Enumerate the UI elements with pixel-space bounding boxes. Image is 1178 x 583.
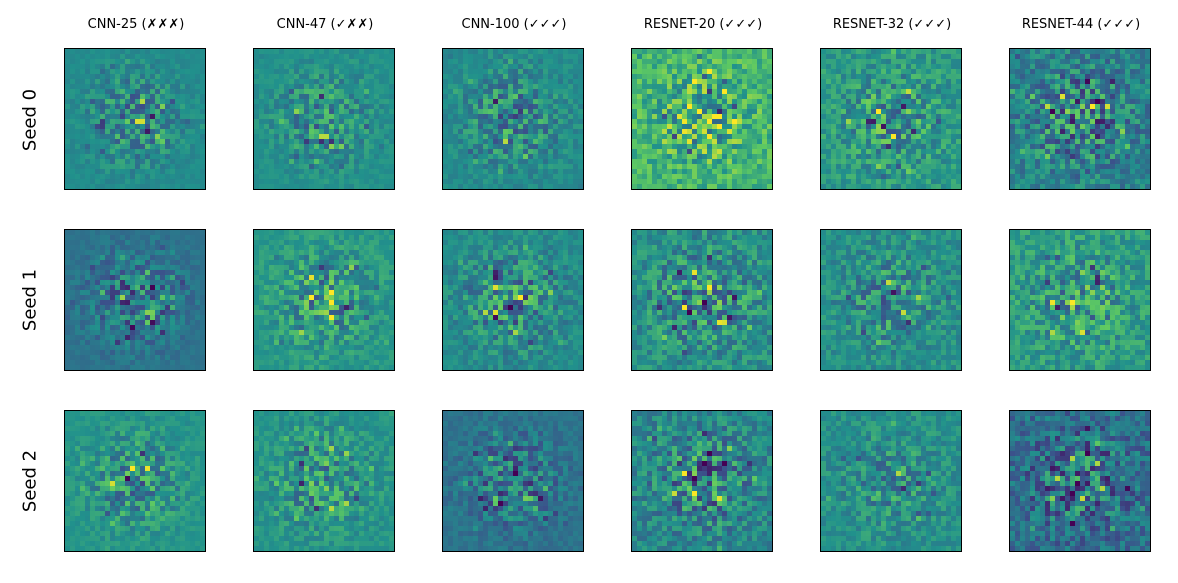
heatmap-panel bbox=[820, 410, 962, 552]
heatmap-panel bbox=[1009, 410, 1151, 552]
heatmap-panel bbox=[1009, 48, 1151, 190]
column-title-cnn-25: CNN-25 (✗✗✗) bbox=[87, 17, 185, 32]
heatmap-panel bbox=[64, 48, 206, 190]
column-title-resnet-44: RESNET-44 (✓✓✓) bbox=[1021, 17, 1141, 32]
heatmap-panel bbox=[1009, 229, 1151, 371]
heatmap-panel bbox=[253, 229, 395, 371]
heatmap-panel bbox=[64, 229, 206, 371]
heatmap-panel bbox=[442, 410, 584, 552]
heatmap-panel bbox=[631, 48, 773, 190]
column-title-resnet-32: RESNET-32 (✓✓✓) bbox=[832, 17, 952, 32]
heatmap-panel bbox=[442, 48, 584, 190]
row-label-seed-0: Seed 0 bbox=[19, 88, 41, 152]
column-title-cnn-47: CNN-47 (✓✗✗) bbox=[276, 17, 374, 32]
heatmap-panel bbox=[820, 48, 962, 190]
heatmap-panel bbox=[442, 229, 584, 371]
column-title-cnn-100: CNN-100 (✓✓✓) bbox=[461, 17, 567, 32]
heatmap-panel bbox=[631, 410, 773, 552]
row-label-seed-2: Seed 2 bbox=[19, 449, 41, 513]
heatmap-panel bbox=[64, 410, 206, 552]
column-title-resnet-20: RESNET-20 (✓✓✓) bbox=[643, 17, 763, 32]
heatmap-panel bbox=[820, 229, 962, 371]
heatmap-panel bbox=[253, 48, 395, 190]
heatmap-panel bbox=[253, 410, 395, 552]
row-label-seed-1: Seed 1 bbox=[19, 268, 41, 332]
heatmap-panel bbox=[631, 229, 773, 371]
